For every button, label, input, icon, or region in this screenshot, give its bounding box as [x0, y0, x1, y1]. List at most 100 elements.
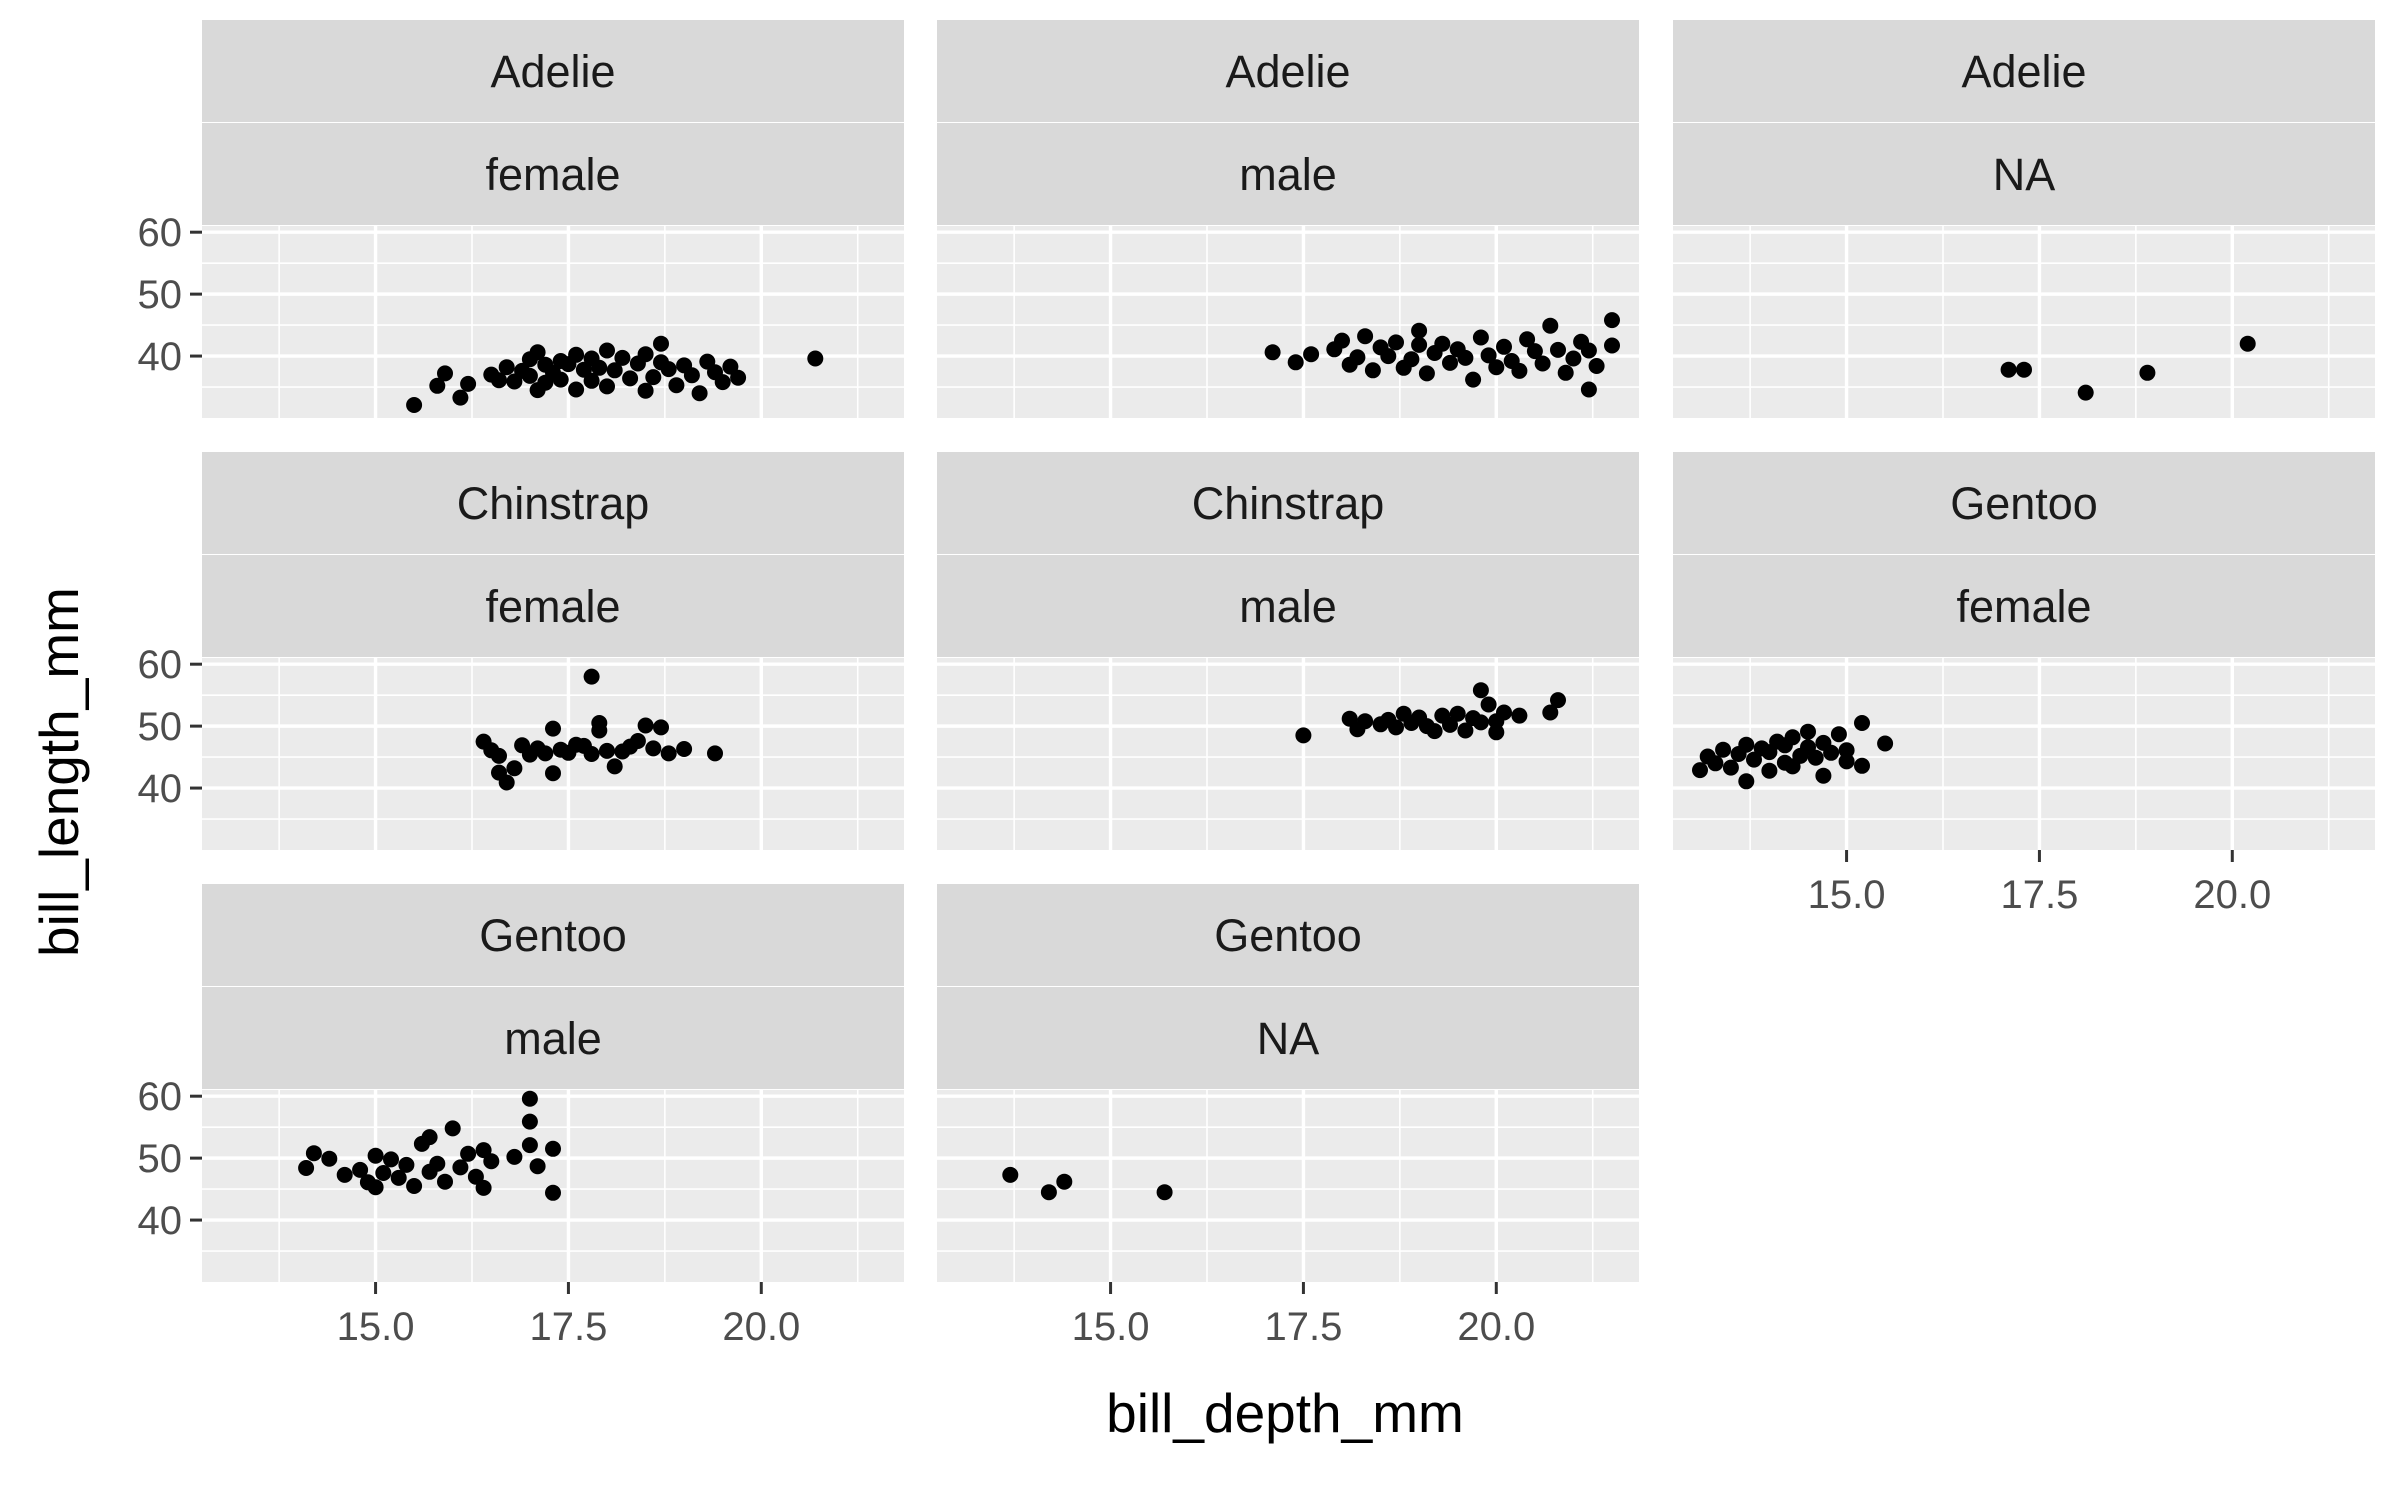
data-point	[1550, 692, 1566, 709]
strip-sex-label: male	[504, 1013, 602, 1064]
strip-sex-label: male	[1239, 149, 1337, 200]
data-point	[1403, 351, 1420, 368]
data-point	[1815, 767, 1832, 784]
data-point	[383, 1151, 399, 1168]
data-point	[599, 378, 615, 395]
data-point	[599, 742, 615, 759]
strip-species-bg	[202, 884, 904, 986]
data-point	[1434, 335, 1451, 352]
strip-species-label: Adelie	[1961, 46, 2086, 97]
y-tick-label: 50	[138, 1137, 183, 1181]
facet-adelie-na: Adelie NA	[1673, 20, 2375, 418]
data-point	[390, 1169, 407, 1186]
data-point	[1264, 344, 1281, 361]
data-point	[1488, 359, 1505, 376]
data-point	[1854, 715, 1870, 731]
data-point	[2077, 384, 2094, 401]
strip-sex-label: male	[1239, 581, 1337, 632]
data-point	[1472, 329, 1489, 346]
data-point	[545, 720, 561, 737]
data-point	[336, 1166, 353, 1183]
strip-sex-label: NA	[1257, 1013, 1320, 1064]
data-point	[475, 1179, 492, 1196]
data-point	[1357, 328, 1374, 345]
data-point	[367, 1147, 384, 1164]
data-point	[1519, 331, 1536, 348]
data-point	[1388, 719, 1404, 736]
data-point	[429, 377, 446, 394]
data-point	[1534, 355, 1551, 372]
data-point	[1156, 1184, 1173, 1201]
data-point	[1465, 371, 1482, 388]
data-point	[406, 397, 423, 413]
data-point	[1692, 762, 1708, 779]
data-point	[1542, 704, 1559, 721]
data-point	[321, 1150, 338, 1167]
y-tick-label: 40	[138, 1199, 183, 1243]
data-point	[1838, 742, 1855, 759]
data-point	[1472, 682, 1489, 699]
facet-adelie-female: Adelie female 40 50 60	[138, 20, 904, 418]
data-point	[2239, 335, 2256, 352]
strip-sex-label: NA	[1993, 149, 2056, 200]
data-point	[498, 359, 515, 376]
data-point	[583, 668, 600, 685]
data-point	[1349, 349, 1366, 366]
data-point	[1357, 713, 1374, 730]
data-point	[1449, 705, 1466, 722]
data-point	[452, 389, 469, 406]
data-point	[298, 1160, 315, 1176]
data-point	[583, 746, 600, 762]
data-point	[1565, 350, 1582, 367]
strip-species-label: Adelie	[1225, 46, 1350, 97]
strip-sex-label: female	[485, 581, 620, 632]
data-point	[1580, 342, 1597, 359]
strip-species-label: Adelie	[490, 46, 615, 97]
strip-sex-bg	[937, 123, 1639, 225]
data-point	[583, 372, 600, 389]
strip-species-label: Chinstrap	[457, 478, 650, 529]
data-point	[1854, 757, 1870, 774]
strip-species-bg	[937, 884, 1639, 986]
data-point	[545, 1184, 561, 1201]
strip-species-bg	[1673, 452, 2375, 554]
data-point	[568, 346, 585, 363]
strip-sex-bg	[937, 555, 1639, 657]
data-point	[637, 382, 654, 399]
data-point	[452, 1159, 469, 1176]
y-tick-label: 60	[138, 211, 183, 255]
data-point	[1496, 338, 1512, 355]
data-point	[575, 361, 592, 378]
strip-species-bg	[202, 20, 904, 122]
x-tick-label: 17.5	[529, 1305, 607, 1349]
data-point	[1784, 729, 1801, 746]
data-point	[460, 1145, 477, 1162]
data-point	[437, 365, 453, 382]
data-point	[529, 344, 546, 361]
data-point	[599, 342, 615, 359]
data-point	[676, 741, 693, 757]
data-point	[1457, 722, 1474, 739]
data-point	[506, 1148, 523, 1165]
data-point	[1364, 362, 1381, 379]
data-point	[1511, 707, 1528, 724]
data-point	[1334, 332, 1350, 349]
data-point	[521, 1113, 538, 1130]
panel-background	[1673, 226, 2375, 418]
strip-species-bg	[202, 452, 904, 554]
data-point	[1442, 354, 1458, 371]
panel-background	[937, 658, 1639, 850]
data-point	[1557, 364, 1574, 381]
strip-sex-bg	[202, 123, 904, 225]
data-point	[2016, 361, 2032, 378]
data-point	[506, 760, 523, 777]
data-point	[1604, 337, 1620, 354]
data-point	[521, 367, 538, 384]
data-point	[1707, 755, 1724, 772]
panel-background	[1673, 658, 2375, 850]
facet-chinstrap-male: Chinstrap male	[937, 452, 1639, 850]
data-point	[1472, 714, 1489, 731]
data-point	[1738, 773, 1755, 790]
data-point	[521, 1137, 538, 1154]
